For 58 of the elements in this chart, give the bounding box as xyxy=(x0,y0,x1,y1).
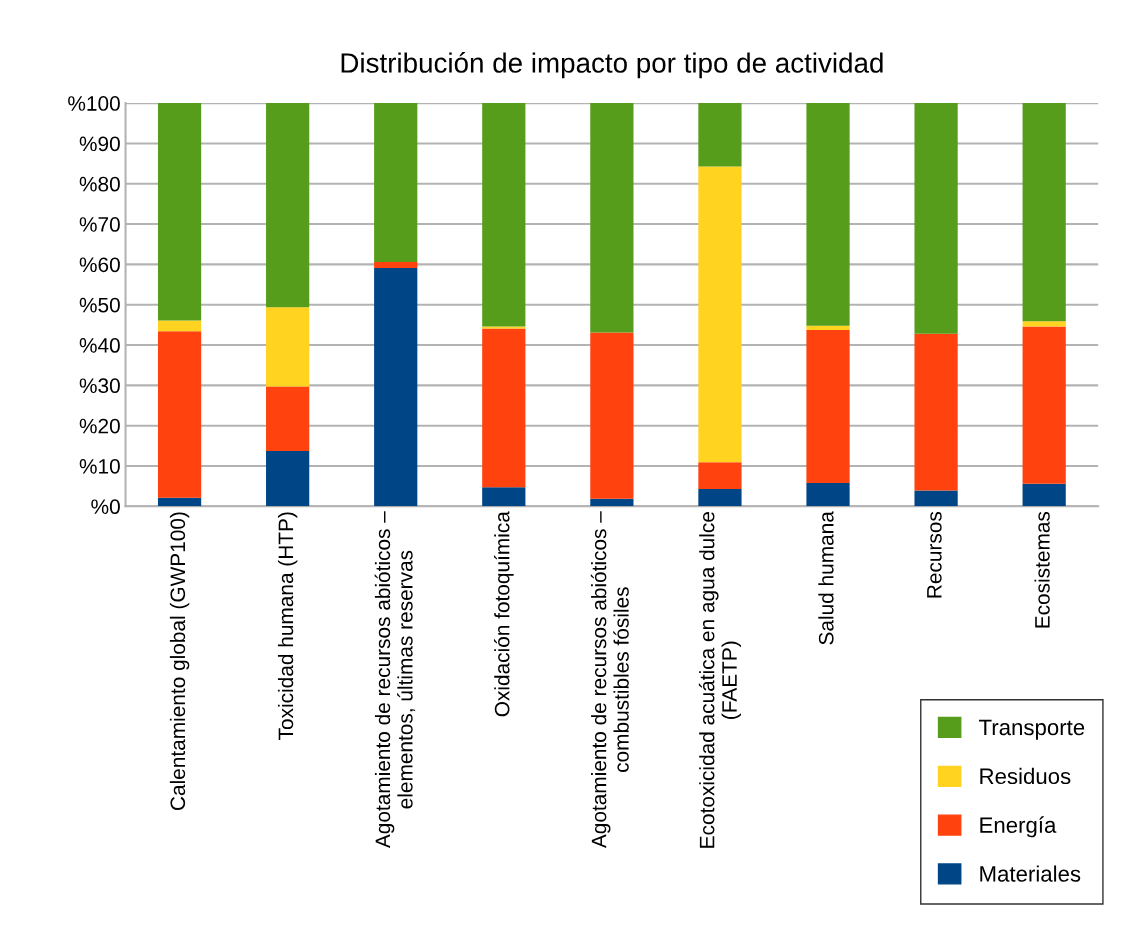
bar xyxy=(482,103,526,327)
bar xyxy=(698,462,742,489)
bar xyxy=(482,487,526,507)
legend-label: Residuos xyxy=(980,767,1071,785)
chart-title: Distribución de impacto por tipo de actividad xyxy=(341,52,883,79)
bar xyxy=(698,166,742,463)
bar xyxy=(914,490,958,507)
bar xyxy=(914,333,958,491)
x-tick-label: Recursos xyxy=(927,511,942,598)
bar xyxy=(698,488,742,507)
legend-label: Energía xyxy=(980,816,1057,838)
y-tick-label: %30 xyxy=(79,378,120,394)
y-tick-label: %70 xyxy=(79,217,120,232)
y-tick-label: %20 xyxy=(79,418,120,434)
bar xyxy=(374,261,418,269)
bar xyxy=(157,103,202,321)
bar xyxy=(1022,103,1066,322)
x-tick-label: Toxicidad humana (HTP) xyxy=(277,512,298,740)
y-tick-label: %90 xyxy=(79,136,120,152)
bar xyxy=(590,103,634,333)
x-tick-label: Oxidación fotoquímica xyxy=(493,511,514,717)
y-tick-label: %40 xyxy=(79,338,120,353)
x-tick-label: Agotamiento de recursos abióticos – elementos, últimas reservas xyxy=(374,511,416,849)
y-tick-label: %10 xyxy=(79,458,120,474)
bar xyxy=(914,103,958,334)
y-tick-label: %80 xyxy=(79,176,120,192)
bar xyxy=(157,320,202,332)
bar xyxy=(374,268,418,507)
bar xyxy=(806,325,850,331)
bar xyxy=(590,332,634,499)
bar xyxy=(590,498,634,507)
bar xyxy=(266,103,310,308)
bar xyxy=(157,497,202,507)
bar xyxy=(266,386,310,452)
bar xyxy=(806,330,850,483)
x-tick-label: Calentamiento global (GWP100) xyxy=(169,512,190,811)
bar xyxy=(806,103,850,326)
legend-label: Transporte xyxy=(979,719,1085,740)
y-tick-label: %100 xyxy=(68,96,120,111)
bar xyxy=(482,326,526,329)
legend-label: Materiales xyxy=(980,865,1081,882)
bar xyxy=(1022,326,1066,484)
bar xyxy=(698,103,742,167)
x-tick-label: Ecosistemas xyxy=(1034,511,1050,628)
bar xyxy=(482,328,526,488)
bar xyxy=(374,103,418,262)
y-tick-label: %50 xyxy=(79,297,120,313)
bar xyxy=(266,451,310,507)
x-tick-label: Agotamiento de recursos abióticos – combustibles fósiles xyxy=(590,511,629,849)
y-tick-label: %60 xyxy=(79,257,120,273)
bar xyxy=(1022,483,1066,507)
bar xyxy=(1022,321,1066,327)
y-tick-label: %0 xyxy=(91,499,120,515)
bar xyxy=(157,331,202,498)
bar xyxy=(266,307,310,387)
x-tick-label: Salud humana xyxy=(818,511,834,645)
x-tick-label: Ecotoxicidad acuática en agua dulce (FAETP) xyxy=(698,512,741,848)
bar xyxy=(806,482,850,507)
